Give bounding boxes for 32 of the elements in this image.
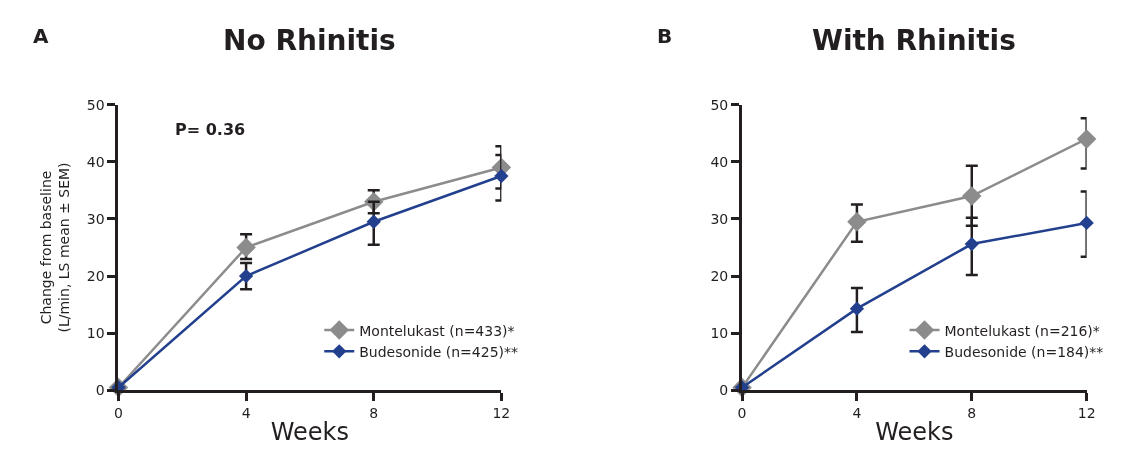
x-tick-label: 4 <box>241 405 251 422</box>
legend-label: Montelukast (n=433)* <box>359 322 515 339</box>
y-tick-label: 40 <box>86 153 105 170</box>
x-axis-title: Weeks <box>270 418 350 447</box>
legend-label: Budesonide (n=425)** <box>359 343 519 360</box>
x-tick-label: 0 <box>737 405 747 422</box>
y-tick-label: 50 <box>86 96 105 113</box>
x-tick-label: 12 <box>492 405 511 422</box>
annotation: P= 0.36 <box>175 120 246 139</box>
x-tick-label: 8 <box>369 405 379 422</box>
y-tick-label: 50 <box>710 96 729 113</box>
y-tick-label: 0 <box>719 382 729 399</box>
x-tick-label: 12 <box>1077 405 1096 422</box>
y-tick-label: 0 <box>95 382 105 399</box>
y-tick-label: 10 <box>86 325 105 342</box>
y-tick-label: 20 <box>86 267 105 284</box>
y-tick-label: 20 <box>710 267 729 284</box>
x-tick-label: 8 <box>967 405 977 422</box>
chart-title: No Rhinitis <box>223 24 396 57</box>
text: A <box>33 24 49 48</box>
y-tick-label: 40 <box>710 153 729 170</box>
legend-label: Budesonide (n=184)** <box>944 343 1104 360</box>
x-tick-label: 0 <box>114 405 123 422</box>
legend-label: Montelukast (n=216)* <box>944 322 1100 339</box>
x-axis-title: Weeks <box>875 418 954 447</box>
y-tick-label: 30 <box>86 210 105 227</box>
x-tick-label: 4 <box>852 405 862 422</box>
chart-title: With Rhinitis <box>812 24 1016 57</box>
y-tick-label: 30 <box>710 210 729 227</box>
y-tick-label: 10 <box>710 325 729 342</box>
y-axis-title: Change from baseline (L/min, LS mean ± SEM) <box>38 162 73 333</box>
text: B <box>657 24 673 48</box>
